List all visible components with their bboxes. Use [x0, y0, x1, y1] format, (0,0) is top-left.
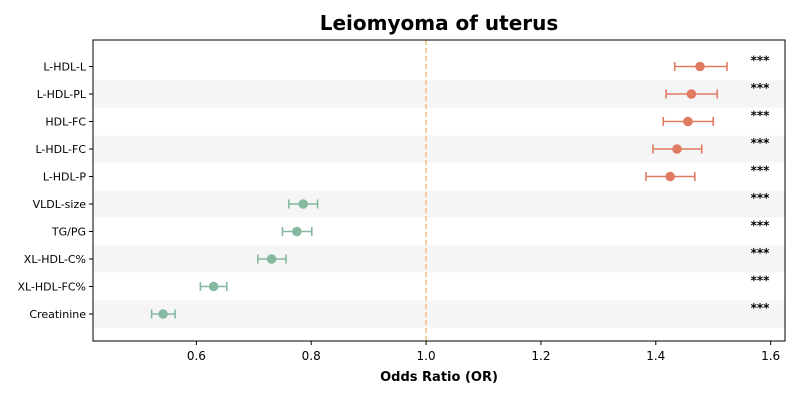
- point-estimate: [292, 226, 302, 237]
- point-estimate: [298, 199, 308, 209]
- data-marks: [150, 61, 728, 319]
- x-tick-label: 0.8: [302, 349, 321, 363]
- significance-label: ***: [751, 109, 771, 123]
- significance-label: ***: [751, 219, 771, 233]
- significance-label: ***: [751, 301, 771, 315]
- plot-frame: [92, 39, 786, 342]
- point-estimate: [695, 61, 705, 72]
- significance-labels: *** *** *** *** *** *** *** *** *** ***: [751, 54, 771, 316]
- row-band: [93, 190, 785, 218]
- x-tick-label: 1.4: [646, 349, 665, 363]
- x-tick-label: 1.2: [531, 349, 550, 363]
- y-tick-label: TG/PG: [51, 226, 86, 239]
- y-tick-label: L-HDL-FC: [35, 143, 86, 156]
- y-tick-label: HDL-FC: [45, 116, 86, 129]
- significance-label: ***: [751, 81, 771, 95]
- point-estimate: [208, 281, 219, 292]
- significance-label: ***: [751, 274, 771, 288]
- y-tick-label: VLDL-size: [33, 198, 87, 211]
- y-axis-ticks: L-HDL-L L-HDL-PL HDL-FC L-HDL-FC L-HDL-P VLDL…: [17, 61, 93, 321]
- row-band: [93, 300, 785, 328]
- y-tick-label: Creatinine: [29, 308, 86, 321]
- x-axis-ticks: 0.6 0.8 1.0 1.2 1.4 1.6: [187, 341, 780, 363]
- row-band: [93, 245, 785, 273]
- y-tick-label: XL-HDL-FC%: [17, 281, 86, 294]
- chart-title: Leiomyoma of uterus: [320, 11, 559, 35]
- x-axis-label: Odds Ratio (OR): [380, 370, 498, 385]
- significance-label: ***: [751, 191, 771, 205]
- significance-label: ***: [751, 136, 771, 150]
- point-estimate: [665, 171, 675, 182]
- point-estimate: [266, 254, 277, 264]
- point-estimate: [672, 144, 682, 154]
- significance-label: ***: [751, 164, 771, 178]
- y-tick-label: L-HDL-P: [43, 171, 87, 184]
- x-tick-label: 0.6: [187, 349, 206, 363]
- row-bands: [93, 80, 785, 328]
- significance-label: ***: [751, 54, 771, 68]
- y-tick-label: XL-HDL-C%: [24, 253, 86, 266]
- point-estimate: [158, 309, 168, 319]
- y-tick-label: L-HDL-L: [43, 61, 87, 74]
- point-estimate: [686, 89, 697, 99]
- significance-label: ***: [751, 246, 771, 260]
- point-estimate: [683, 116, 693, 127]
- x-tick-label: 1.6: [761, 349, 780, 363]
- y-tick-label: L-HDL-PL: [37, 88, 87, 101]
- x-tick-label: 1.0: [417, 349, 436, 363]
